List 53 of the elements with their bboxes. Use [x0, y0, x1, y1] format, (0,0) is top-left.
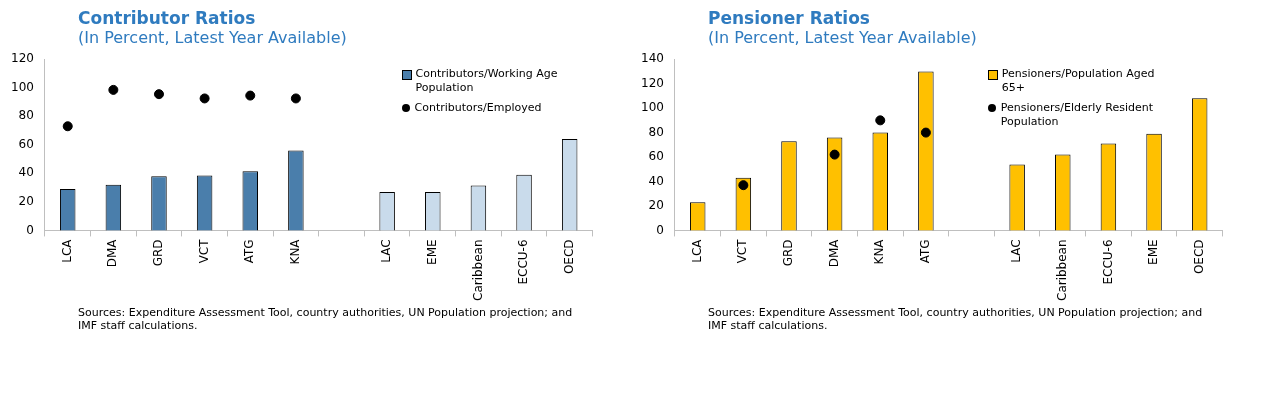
point: [245, 90, 256, 101]
x-tick-label: ATG: [918, 239, 933, 264]
point: [199, 93, 210, 104]
y-tick-label: 40: [18, 165, 34, 180]
x-tick-label: DMA: [105, 238, 120, 268]
y-tick-label: 100: [11, 79, 34, 94]
source-note: Sources: Expenditure Assessment Tool, country authorities, UN Population projection; and IMF staff calculations.: [78, 306, 574, 332]
y-tick-label: 120: [11, 51, 34, 66]
chart-title: Pensioner Ratios: [708, 8, 871, 28]
x-tick-label: ECCU-6: [516, 239, 531, 285]
y-tick-label: 0: [656, 222, 664, 237]
chart-subtitle: (In Percent, Latest Year Available): [78, 28, 348, 47]
source-note: Sources: Expenditure Assessment Tool, country authorities, UN Population projection; and IMF staff calculations.: [708, 306, 1204, 332]
x-tick-label: OECD: [1191, 239, 1206, 275]
x-tick-label: Caribbean: [470, 239, 485, 301]
point: [108, 84, 119, 95]
chart-title: Contributor Ratios: [78, 8, 257, 28]
x-tick-label: VCT: [735, 238, 750, 264]
x-tick-label: GRD: [781, 239, 796, 267]
point: [290, 93, 301, 104]
y-tick-label: 80: [18, 108, 34, 123]
x-tick-label: EME: [1146, 239, 1161, 265]
y-tick-label: 80: [648, 124, 664, 139]
y-tick-label: 120: [641, 75, 664, 90]
y-tick-label: 60: [18, 136, 34, 151]
x-tick-label: KNA: [872, 238, 887, 265]
x-tick-label: VCT: [196, 238, 211, 264]
x-tick-label: KNA: [288, 238, 303, 265]
point: [62, 121, 73, 132]
x-tick-label: LAC: [379, 239, 394, 263]
x-tick-label: Caribbean: [1054, 239, 1069, 301]
point: [153, 89, 164, 100]
x-tick-label: GRD: [151, 239, 166, 267]
x-tick-label: DMA: [826, 238, 841, 268]
legend-label: Contributors/Employed: [414, 101, 542, 116]
y-tick-label: 20: [18, 194, 34, 209]
chart-subtitle: (In Percent, Latest Year Available): [708, 28, 978, 47]
x-tick-label: LCA: [689, 238, 704, 263]
y-tick-label: 40: [648, 173, 664, 188]
legend-label: Contributors/Working Age Population: [415, 67, 559, 96]
x-tick-label: ATG: [242, 239, 257, 264]
y-tick-label: 60: [648, 149, 664, 164]
y-tick-label: 0: [26, 222, 34, 237]
legend-label: Pensioners/Elderly Resident Population: [1000, 101, 1155, 130]
x-tick-label: LAC: [1009, 239, 1024, 263]
x-tick-label: LCA: [59, 238, 74, 263]
x-tick-label: OECD: [561, 239, 576, 275]
x-tick-label: EME: [424, 239, 439, 265]
y-tick-label: 20: [648, 198, 664, 213]
legend-label: Pensioners/Population Aged 65+: [1001, 67, 1156, 96]
x-tick-label: ECCU-6: [1100, 239, 1115, 285]
y-tick-label: 100: [641, 100, 664, 115]
y-tick-label: 140: [641, 51, 664, 66]
